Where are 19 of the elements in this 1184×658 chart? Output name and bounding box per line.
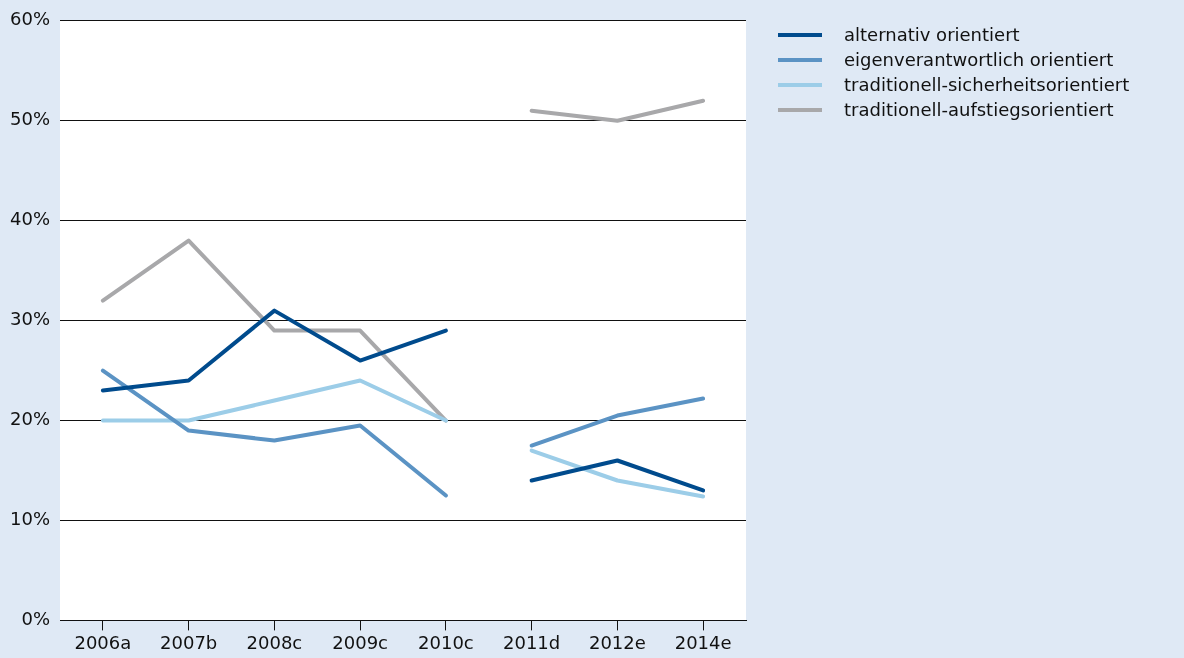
y-tick-label: 20% xyxy=(9,408,51,430)
legend-label: traditionell-sicherheitsorientiert xyxy=(844,74,1130,95)
x-tick-label: 2014e xyxy=(674,631,732,653)
y-tick-label: 30% xyxy=(9,308,51,330)
x-tick-label: 2008c xyxy=(246,631,303,653)
y-tick-label: 0% xyxy=(21,608,51,630)
y-tick-label: 50% xyxy=(9,108,51,130)
legend-label: eigenverantwortlich orientiert xyxy=(844,49,1114,70)
x-tick-label: 2011d xyxy=(503,631,561,653)
y-tick-label: 10% xyxy=(9,508,51,530)
x-tick-label: 2012e xyxy=(588,631,646,653)
y-tick-label: 60% xyxy=(9,8,51,30)
y-tick-label: 40% xyxy=(9,208,51,230)
x-tick-label: 2006a xyxy=(74,631,132,653)
legend-label: traditionell-aufstiegsorientiert xyxy=(844,99,1114,120)
legend-label: alternativ orientiert xyxy=(844,24,1020,45)
x-tick-label: 2010c xyxy=(418,631,474,653)
x-tick-label: 2007b xyxy=(160,631,218,653)
x-tick-label: 2009c xyxy=(332,631,388,653)
